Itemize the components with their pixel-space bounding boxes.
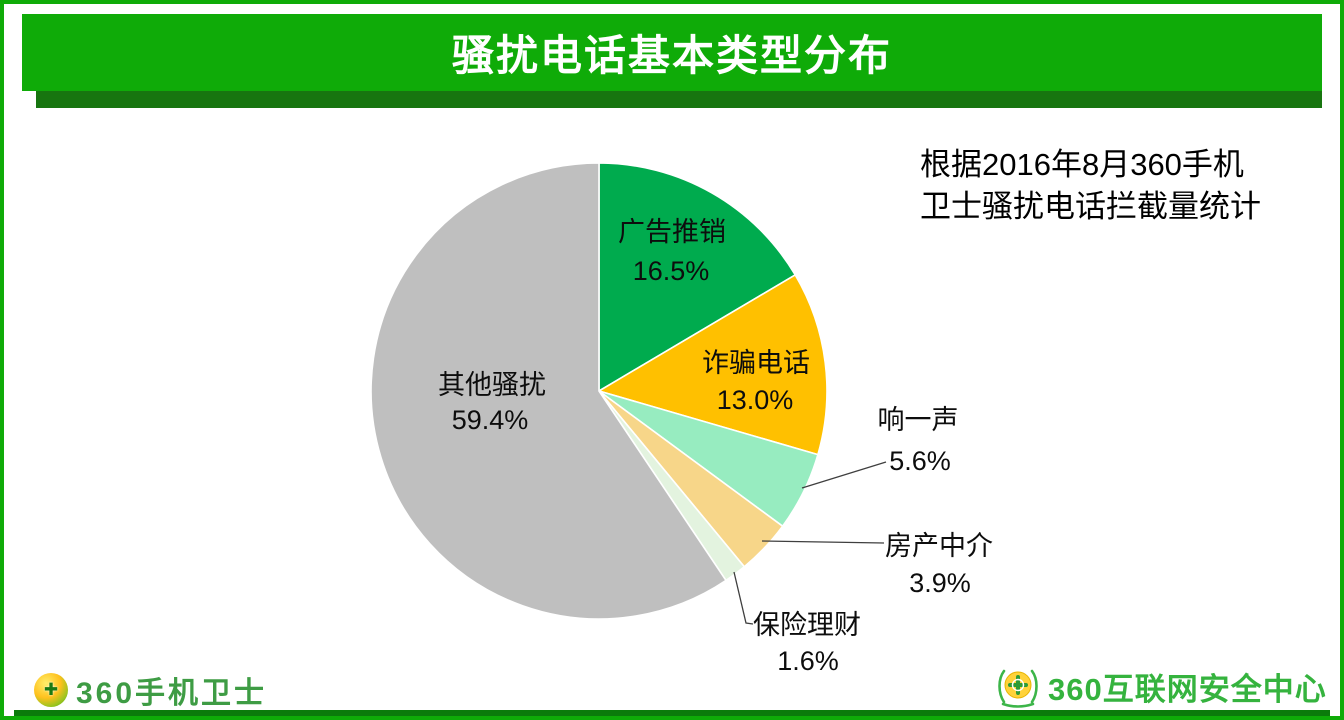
pie-chart-svg [370, 162, 828, 620]
footer-left-logo-text: 360手机卫士 [76, 677, 268, 710]
page-title: 骚扰电话基本类型分布 [451, 32, 892, 79]
pie-label-insurance-finance: 保险理财 [753, 610, 861, 640]
pie-value-other-harassment: 59.4% [451, 405, 529, 435]
source-note-line-1: 根据2016年8月360手机 [920, 147, 1244, 182]
footer-left-logo: ✚ 360手机卫士 [34, 668, 267, 712]
pie-value-fraud-calls: 13.0% [716, 385, 794, 415]
footer-right-logo-text: 360互联网安全中心 [1048, 672, 1327, 707]
pie-label-ad-telemarketing: 广告推销 [618, 217, 726, 247]
source-note: 根据2016年8月360手机 卫士骚扰电话拦截量统计 [920, 144, 1320, 228]
pie-value-real-estate: 3.9% [909, 568, 971, 598]
pie-slice-0 [598, 162, 796, 392]
pie-value-insurance-finance: 1.6% [777, 646, 839, 676]
title-banner: 骚扰电话基本类型分布 [22, 14, 1322, 91]
shield-ball-icon: ✚ [34, 673, 68, 707]
laurel-ball-icon [998, 669, 1038, 708]
pie-label-one-ring: 响一声 [877, 405, 959, 435]
pie-label-fraud-calls: 诈骗电话 [702, 348, 810, 378]
pie-value-ad-telemarketing: 16.5% [632, 256, 710, 286]
title-banner-shadow [36, 91, 1322, 108]
pie-label-other-harassment: 其他骚扰 [438, 370, 546, 400]
pie-chart [368, 161, 830, 623]
source-note-line-2: 卫士骚扰电话拦截量统计 [920, 189, 1261, 224]
pie-slice-1 [598, 274, 828, 456]
footer-right-logo: 360互联网安全中心 [994, 664, 1327, 709]
pie-slice-5 [370, 162, 727, 620]
pie-label-real-estate: 房产中介 [885, 531, 993, 561]
bottom-bar [14, 710, 1330, 716]
pie-value-one-ring: 5.6% [889, 446, 951, 476]
